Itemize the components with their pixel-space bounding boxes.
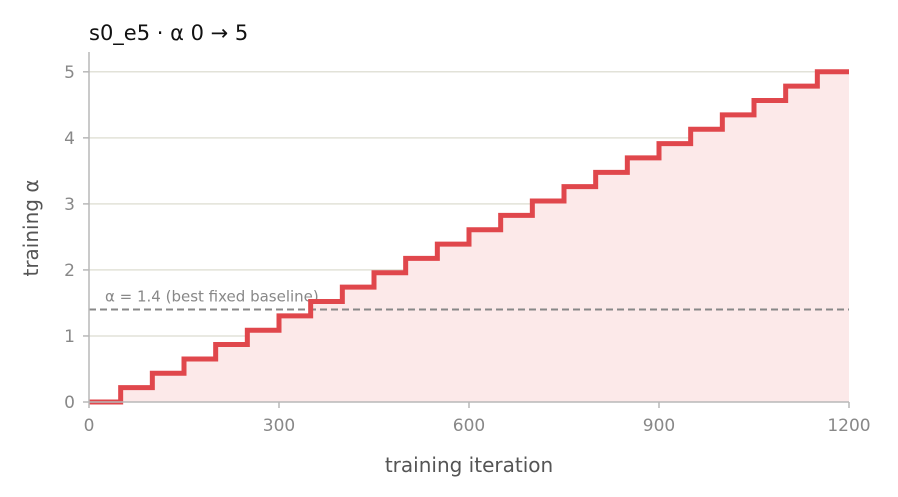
y-tick-label: 5 — [64, 63, 75, 83]
y-tick-label: 1 — [64, 327, 75, 347]
y-tick-label: 4 — [64, 129, 75, 149]
x-tick-label: 300 — [263, 416, 295, 436]
y-tick-label: 0 — [64, 393, 75, 413]
reference-line-layer: α = 1.4 (best fixed baseline) — [89, 288, 849, 311]
x-tick-label: 600 — [453, 416, 485, 436]
series-layer — [89, 69, 849, 405]
y-tick-label: 3 — [64, 195, 75, 215]
x-axis-label: training iteration — [385, 453, 553, 477]
reference-line-label: α = 1.4 (best fixed baseline) — [105, 288, 319, 306]
ticks: 0 300 600 900 1200 0 1 2 3 4 5 — [64, 63, 870, 436]
x-tick-label: 900 — [643, 416, 675, 436]
y-tick-label: 2 — [64, 261, 75, 281]
series-line — [89, 69, 849, 405]
chart-title: s0_e5 · α 0 → 5 — [89, 21, 248, 46]
x-tick-label: 1200 — [827, 416, 870, 436]
y-axis-label: training α — [19, 179, 43, 276]
x-tick-label: 0 — [84, 416, 95, 436]
